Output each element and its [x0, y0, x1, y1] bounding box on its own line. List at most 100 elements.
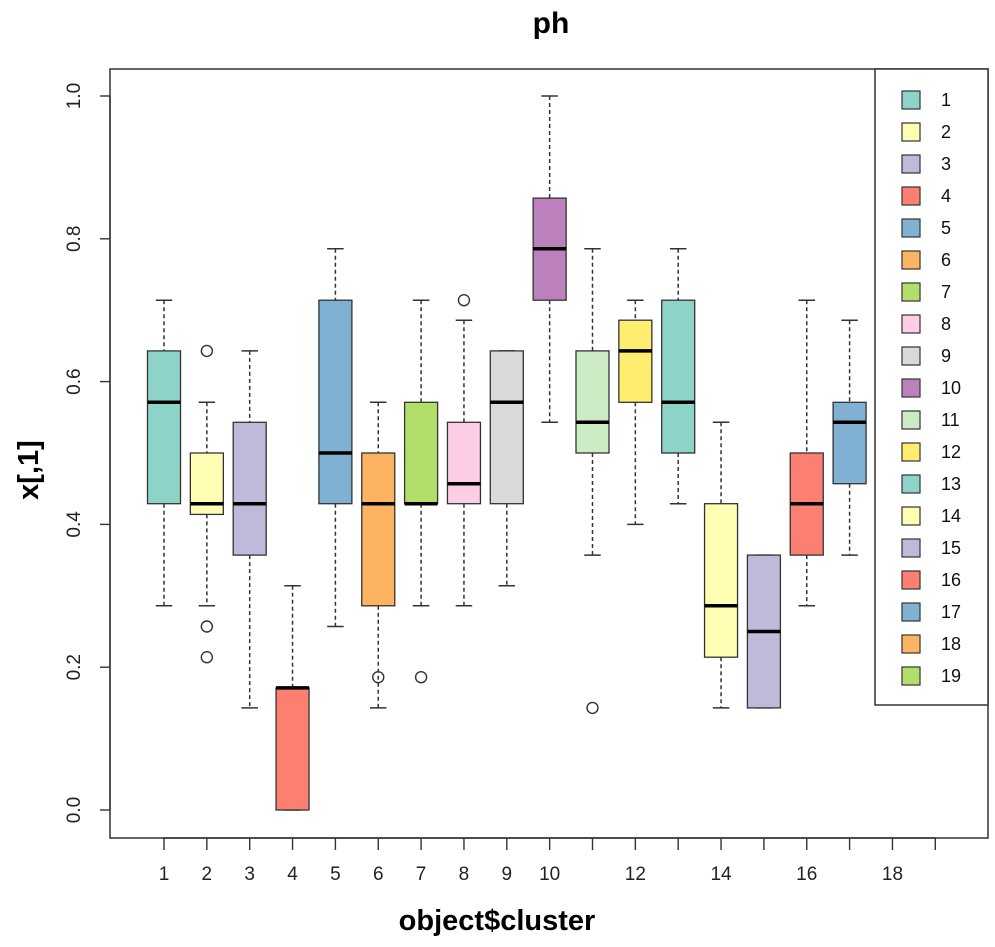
legend-item-10: 10 — [901, 378, 961, 398]
iqr-box — [275, 687, 310, 811]
box-cluster-3 — [232, 350, 267, 709]
y-tick-label: 0.4 — [64, 511, 85, 538]
legend-label: 2 — [941, 122, 951, 142]
legend-item-3: 3 — [901, 154, 951, 174]
x-tick-label: 12 — [625, 864, 646, 885]
legend-label: 10 — [941, 378, 961, 398]
outlier-point — [586, 701, 599, 715]
legend-swatch — [901, 602, 921, 622]
iqr-box — [489, 350, 524, 505]
legend-label: 16 — [941, 570, 961, 590]
legend-item-7: 7 — [901, 282, 951, 302]
legend-label: 17 — [941, 602, 961, 622]
legend-swatch — [901, 538, 921, 558]
legend-swatch — [901, 282, 921, 302]
y-tick-label: 0.6 — [64, 368, 85, 394]
box-cluster-7 — [403, 299, 439, 684]
legend-swatch — [901, 250, 921, 270]
x-tick-label: 8 — [459, 864, 470, 885]
legend-item-9: 9 — [901, 346, 951, 366]
legend-swatch — [901, 122, 921, 142]
legend-label: 12 — [941, 442, 961, 462]
legend-swatch — [901, 346, 921, 366]
legend-item-11: 11 — [901, 410, 960, 430]
legend-item-2: 2 — [901, 122, 951, 142]
iqr-box — [832, 401, 867, 485]
x-tick-label: 18 — [882, 864, 903, 885]
legend-label: 19 — [941, 666, 961, 686]
iqr-box — [575, 350, 610, 454]
box-cluster-9 — [489, 350, 524, 587]
legend-item-16: 16 — [901, 570, 961, 590]
legend-swatch — [901, 186, 921, 206]
legend-swatch — [901, 378, 921, 398]
x-tick-label: 5 — [330, 864, 341, 885]
legend-item-12: 12 — [901, 442, 961, 462]
legend-swatch — [901, 634, 921, 654]
box-cluster-13 — [661, 248, 696, 505]
legend-item-18: 18 — [901, 634, 961, 654]
outlier-point — [457, 294, 471, 307]
box-cluster-1 — [146, 299, 182, 607]
x-tick-label: 14 — [710, 864, 732, 885]
legend-label: 9 — [941, 346, 951, 366]
legend-label: 14 — [941, 506, 961, 526]
box-cluster-2 — [189, 344, 225, 664]
outlier-point — [200, 651, 214, 664]
outlier-point — [414, 670, 428, 684]
y-tick-label: 0.8 — [64, 226, 85, 252]
iqr-box — [661, 299, 696, 454]
box-cluster-6 — [361, 401, 396, 709]
legend-swatch — [901, 506, 921, 526]
iqr-box — [361, 452, 396, 607]
legend-item-4: 4 — [901, 186, 951, 206]
legend-label: 6 — [941, 250, 951, 270]
legend-label: 3 — [941, 154, 951, 174]
legend-label: 11 — [941, 410, 960, 430]
legend-swatch — [901, 154, 921, 174]
legend-item-17: 17 — [901, 602, 961, 622]
x-tick-label: 7 — [416, 864, 427, 885]
outlier-point — [200, 344, 214, 358]
legend-item-15: 15 — [901, 538, 961, 558]
box-cluster-14 — [703, 421, 739, 709]
box-cluster-16 — [789, 299, 824, 607]
box-cluster-11 — [575, 248, 610, 715]
chart-title: ph — [533, 7, 570, 40]
outlier-point — [200, 620, 214, 633]
legend-item-5: 5 — [901, 218, 951, 238]
y-axis: 0.0 0.2 0.4 0.6 0.8 1.0 — [64, 83, 111, 823]
legend-swatch — [901, 90, 921, 110]
box-cluster-10 — [532, 95, 567, 424]
iqr-box — [403, 401, 439, 505]
x-tick-label: 2 — [202, 864, 213, 885]
legend-item-19: 19 — [901, 666, 961, 686]
x-axis: 1 2 3 4 5 6 7 8 9 10 12 14 16 18 — [159, 837, 936, 885]
iqr-box — [232, 421, 267, 556]
box-cluster-4 — [275, 585, 310, 811]
box-cluster-15 — [746, 554, 782, 709]
legend-label: 5 — [941, 218, 951, 238]
legend-item-13: 13 — [901, 474, 961, 494]
legend-item-6: 6 — [901, 250, 951, 270]
legend-label: 4 — [941, 186, 951, 206]
legend-label: 1 — [941, 90, 951, 110]
iqr-box — [703, 503, 739, 658]
legend-swatch — [901, 570, 921, 590]
legend-label: 8 — [941, 314, 951, 334]
y-axis-title: x[,1] — [13, 440, 45, 500]
x-tick-label: 1 — [159, 864, 170, 885]
legend-swatch — [901, 410, 921, 430]
outlier-point — [372, 670, 385, 684]
legend-frame — [874, 68, 989, 706]
box-cluster-8 — [446, 294, 482, 607]
legend-swatch — [901, 314, 921, 334]
legend-item-1: 1 — [901, 90, 951, 110]
x-tick-label: 9 — [502, 864, 513, 885]
y-tick-label: 0.2 — [64, 654, 85, 680]
x-tick-label: 16 — [796, 864, 817, 885]
box-cluster-12 — [618, 299, 653, 526]
legend-swatch — [901, 442, 921, 462]
